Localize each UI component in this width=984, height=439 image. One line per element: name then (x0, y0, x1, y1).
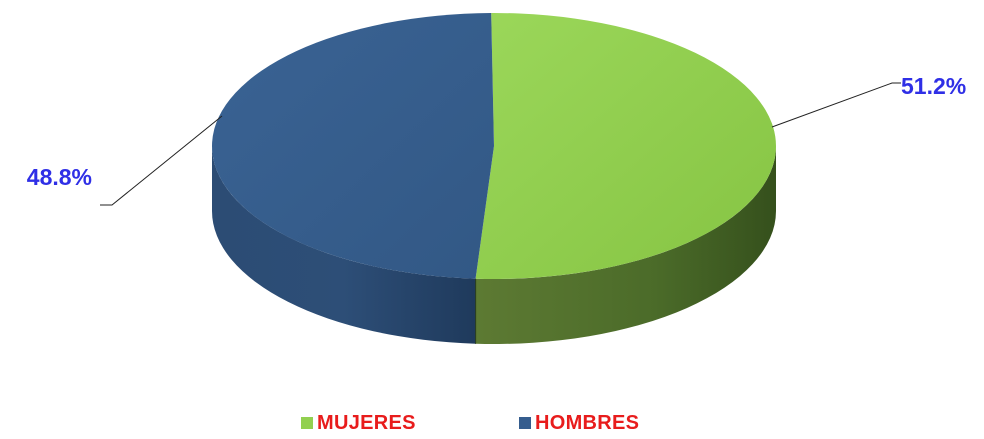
data-label-mujeres: 51.2% (901, 73, 966, 99)
legend: MUJERES HOMBRES (0, 408, 984, 438)
pie-side-mujeres (475, 146, 776, 344)
leader-line-hombres (100, 115, 223, 206)
pie-side-hombres (212, 146, 476, 344)
pie-slice-mujeres (475, 13, 776, 279)
pie-labels: 51.2% 48.8% (27, 73, 966, 206)
legend-label-hombres: HOMBRES (535, 411, 640, 434)
legend-item-mujeres: MUJERES (301, 408, 416, 438)
pie-tops (211, 13, 776, 279)
legend-swatch-hombres (519, 417, 531, 429)
data-label-hombres: 48.8% (27, 164, 92, 190)
pie-sides (212, 146, 776, 344)
pie-chart-svg: 51.2% 48.8% (27, 13, 966, 344)
legend-swatch-mujeres (301, 417, 313, 429)
pie-slice-hombres (211, 13, 494, 279)
legend-item-hombres: HOMBRES (519, 408, 639, 438)
leader-line-mujeres (771, 82, 901, 128)
legend-label-mujeres: MUJERES (317, 411, 416, 434)
